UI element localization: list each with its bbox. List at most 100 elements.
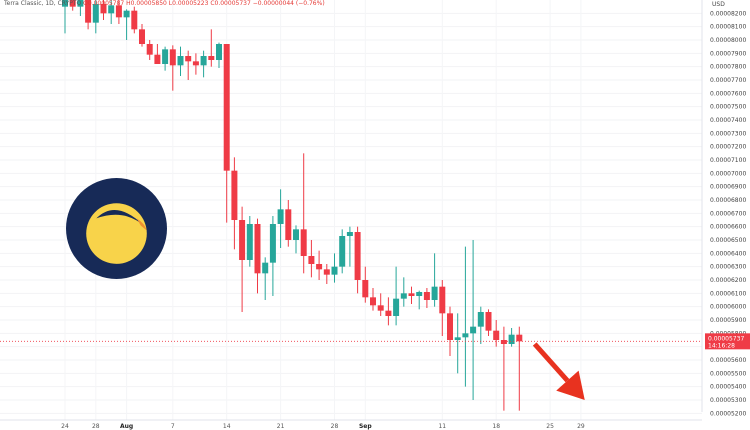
x-tick-label: 28	[92, 423, 100, 430]
candle-body	[246, 224, 253, 260]
y-tick-label: 0.00006700	[710, 210, 746, 217]
candle-body	[131, 10, 138, 30]
y-tick-label: 0.00006600	[710, 224, 746, 231]
candle-body	[277, 209, 284, 224]
y-tick-label: 0.00007000	[710, 170, 746, 177]
y-tick-label: 0.00006400	[710, 250, 746, 257]
x-tick-label: 18	[492, 423, 500, 430]
y-tick-label: 0.00006500	[710, 237, 746, 244]
candle-body	[439, 286, 446, 314]
candle-body	[423, 292, 430, 300]
candle-body	[208, 56, 215, 60]
candle-body	[477, 312, 484, 327]
x-tick-label: 25	[546, 423, 554, 430]
candle-body	[500, 340, 507, 344]
y-tick-label: 0.00008100	[710, 24, 746, 31]
terra-logo-icon	[66, 178, 167, 279]
y-tick-label: 0.00005600	[710, 357, 746, 364]
candle-body	[370, 297, 376, 306]
candle-body	[385, 310, 392, 316]
x-tick-label: 7	[171, 423, 175, 430]
candle-body	[454, 337, 461, 340]
candle-body	[169, 49, 176, 66]
candle-body	[185, 56, 192, 62]
candle-body	[146, 44, 153, 55]
candle-body	[85, 0, 92, 23]
candle-body	[231, 170, 238, 220]
last-price-value: 0.00005737	[708, 335, 744, 342]
candle-body	[293, 229, 299, 240]
candle-body	[69, 0, 76, 7]
legend-high: H0.00005850	[126, 0, 167, 7]
x-tick-label: 29	[577, 423, 585, 430]
candle-body	[316, 264, 323, 270]
candle-body	[462, 333, 469, 338]
candle-body	[346, 232, 353, 236]
candle-body	[269, 224, 276, 263]
x-tick-label: 21	[277, 423, 285, 430]
candle-body	[239, 220, 246, 260]
legend-symbol: Terra Classic	[4, 0, 42, 7]
price-axis[interactable]: USD 0.00005200 0.00005300 0.00005400 0.0000…	[701, 0, 746, 417]
candle-body	[62, 0, 68, 7]
y-tick-label: 0.00007700	[710, 77, 746, 84]
candle-body	[339, 236, 346, 267]
legend-low: L0.00005223	[168, 0, 209, 7]
arrow-head	[556, 370, 585, 400]
chart-legend[interactable]: Terra Classic, 1D, CRYPTO O0.00005787 H0…	[4, 0, 325, 7]
x-tick-label: Sep	[359, 423, 372, 430]
y-tick-label: 0.00008200	[710, 10, 746, 17]
time-axis[interactable]: 24 28 Aug 7 14 21 28 Sep 11 18 25 29	[0, 419, 702, 430]
x-tick-label: 24	[61, 423, 69, 430]
candle-body	[377, 305, 384, 311]
candle-body	[485, 312, 492, 331]
candle-body	[431, 286, 438, 300]
last-price-label: 0.00005737 14:16:28	[705, 333, 750, 350]
y-tick-label: 0.00007900	[710, 50, 746, 57]
candle-body	[331, 266, 338, 275]
candle-body	[393, 298, 400, 316]
y-tick-label: 0.00007400	[710, 117, 746, 124]
candle-body	[154, 54, 161, 64]
legend-open: O0.00005787	[83, 0, 125, 7]
x-tick-label: 28	[331, 423, 339, 430]
y-tick-label: 0.00005500	[710, 370, 746, 377]
candle-body	[308, 256, 315, 264]
candle-body	[470, 326, 477, 334]
candle-body	[508, 334, 515, 344]
candle-body	[408, 293, 415, 296]
candle-body	[362, 280, 369, 298]
candle-body	[285, 209, 292, 240]
y-tick-label: 0.00006200	[710, 277, 746, 284]
x-tick-label: Aug	[120, 423, 133, 430]
legend-interval: 1D	[45, 0, 54, 7]
legend-change: −0.00000044 (−0.76%)	[252, 0, 325, 7]
y-tick-label: 0.00005400	[710, 384, 746, 391]
y-tick-label: 0.00006900	[710, 184, 746, 191]
y-tick-label: 0.00007800	[710, 64, 746, 71]
countdown-value: 14:16:28	[708, 342, 735, 349]
y-tick-label: 0.00007100	[710, 157, 746, 164]
candle-body	[200, 56, 207, 66]
candle-body	[300, 229, 307, 256]
candle-body	[323, 269, 330, 275]
arrow-shaft	[532, 342, 570, 383]
y-tick-label: 0.00007500	[710, 104, 746, 111]
y-tick-label: 0.00006300	[710, 264, 746, 271]
candle-body	[108, 5, 115, 14]
y-tick-label: 0.00007300	[710, 130, 746, 137]
y-tick-label: 0.00005900	[710, 317, 746, 324]
candles	[62, 0, 523, 411]
candle-body	[100, 4, 107, 14]
y-tick-label: 0.00007200	[710, 144, 746, 151]
candle-body	[92, 4, 99, 23]
candle-body	[262, 262, 269, 274]
y-tick-label: 0.00006000	[710, 304, 746, 311]
candle-body	[177, 56, 184, 66]
candle-body	[516, 334, 523, 342]
y-tick-label: 0.00005200	[710, 410, 746, 417]
x-tick-label: 14	[223, 423, 231, 430]
y-tick-label: 0.00005300	[710, 397, 746, 404]
candle-body	[223, 44, 230, 171]
legend-exchange: CRYPTO	[57, 0, 82, 7]
